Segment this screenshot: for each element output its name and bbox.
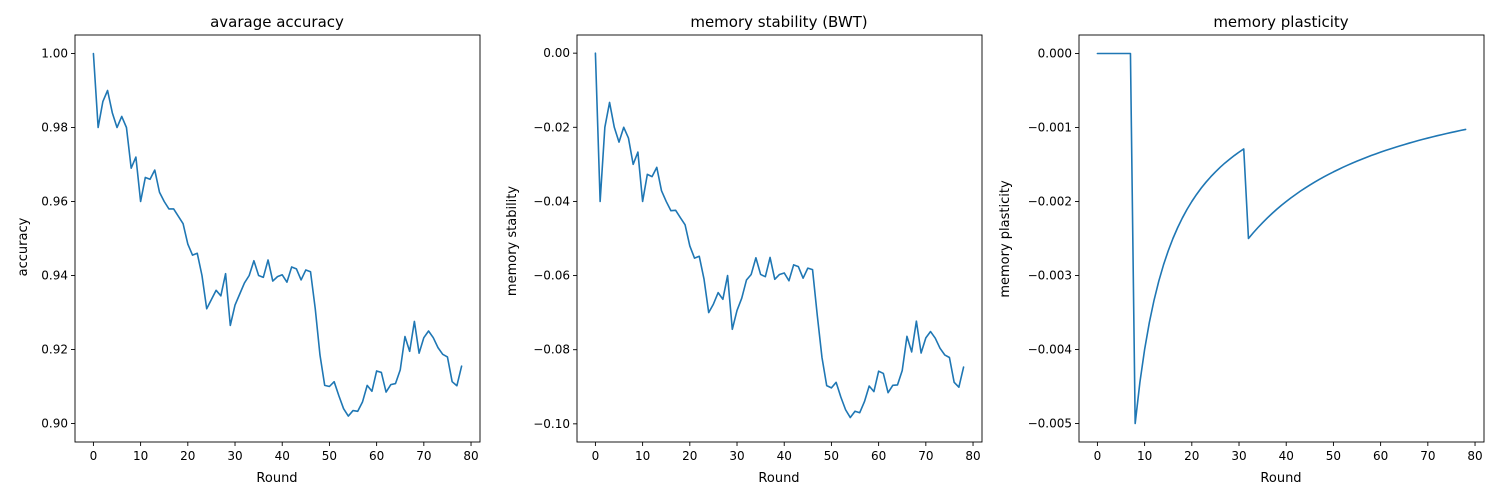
- x-tick-label: 70: [918, 449, 933, 463]
- y-tick-label: −0.06: [533, 269, 570, 283]
- y-axis-label: memory stability: [505, 186, 520, 296]
- x-tick-label: 10: [635, 449, 650, 463]
- plasticity-chart-panel: memory plasticity Round memory plasticit…: [998, 13, 1485, 486]
- series-line: [1096, 52, 1467, 425]
- x-tick-label: 20: [180, 449, 195, 463]
- y-tick-label: 0.92: [41, 343, 68, 357]
- x-tick-label: 20: [682, 449, 697, 463]
- x-axis-label: Round: [1260, 471, 1301, 486]
- x-tick-label: 0: [1094, 449, 1102, 463]
- x-tick-label: 50: [322, 449, 337, 463]
- y-tick-label: 0.90: [41, 417, 68, 431]
- y-tick-label: −0.002: [1028, 195, 1072, 209]
- x-tick-label: 70: [1420, 449, 1435, 463]
- x-tick-label: 10: [133, 449, 148, 463]
- x-tick-label: 50: [824, 449, 839, 463]
- y-tick-label: −0.08: [533, 343, 570, 357]
- y-tick-label: 0.96: [41, 195, 68, 209]
- series-line: [92, 52, 463, 417]
- axes-frame: [74, 34, 481, 443]
- x-tick-label: 0: [592, 449, 600, 463]
- plot-area: 0 10 20 30 40 50 60 70 80 −0.10 −0.08 −0.06 −0.04 −0.…: [533, 34, 983, 463]
- x-tick-label: 80: [965, 449, 980, 463]
- x-tick-label: 20: [1184, 449, 1199, 463]
- x-tick-label: 60: [871, 449, 886, 463]
- x-tick-label: 40: [777, 449, 792, 463]
- x-axis-label: Round: [256, 471, 297, 486]
- y-axis-label: memory plasticity: [998, 180, 1013, 298]
- chart-title: memory stability (BWT): [690, 13, 867, 31]
- y-tick-label: −0.005: [1028, 417, 1072, 431]
- y-tick-label: −0.003: [1028, 269, 1072, 283]
- chart-title: memory plasticity: [1213, 13, 1348, 31]
- y-tick-label: 0.00: [543, 46, 570, 60]
- x-tick-label: 40: [1279, 449, 1294, 463]
- series-line: [594, 52, 965, 419]
- x-tick-label: 50: [1326, 449, 1341, 463]
- y-tick-label: 0.94: [41, 269, 68, 283]
- chart-title: avarage accuracy: [210, 13, 344, 31]
- x-tick-label: 10: [1137, 449, 1152, 463]
- y-tick-label: 0.000: [1038, 47, 1072, 61]
- plot-area: 0 10 20 30 40 50 60 70 80 0.90 0.92 0.94 0.96 0.98 1.0…: [41, 34, 481, 463]
- x-tick-label: 30: [729, 449, 744, 463]
- y-tick-label: −0.004: [1028, 343, 1072, 357]
- x-tick-label: 0: [90, 449, 98, 463]
- accuracy-chart-panel: avarage accuracy Round accuracy 0 10 20 30 4…: [16, 13, 481, 486]
- axes-frame: [576, 34, 983, 443]
- y-axis-label: accuracy: [16, 217, 31, 276]
- x-tick-label: 30: [1231, 449, 1246, 463]
- x-tick-label: 60: [369, 449, 384, 463]
- x-axis-label: Round: [758, 471, 799, 486]
- x-tick-label: 40: [275, 449, 290, 463]
- x-tick-label: 30: [227, 449, 242, 463]
- x-tick-label: 80: [1467, 449, 1482, 463]
- y-tick-label: 0.98: [41, 121, 68, 135]
- x-tick-label: 60: [1373, 449, 1388, 463]
- y-tick-label: −0.001: [1028, 121, 1072, 135]
- plot-area: 0 10 20 30 40 50 60 70 80 −0.005 −0.004 −0.003 −0.00…: [1028, 34, 1485, 463]
- y-tick-label: −0.04: [533, 194, 570, 208]
- x-tick-label: 80: [463, 449, 478, 463]
- axes-frame: [1078, 34, 1485, 443]
- y-tick-label: −0.10: [533, 417, 570, 431]
- x-tick-label: 70: [416, 449, 431, 463]
- y-tick-label: −0.02: [533, 120, 570, 134]
- y-tick-label: 1.00: [41, 47, 68, 61]
- stability-chart-panel: memory stability (BWT) Round memory stab…: [505, 13, 983, 486]
